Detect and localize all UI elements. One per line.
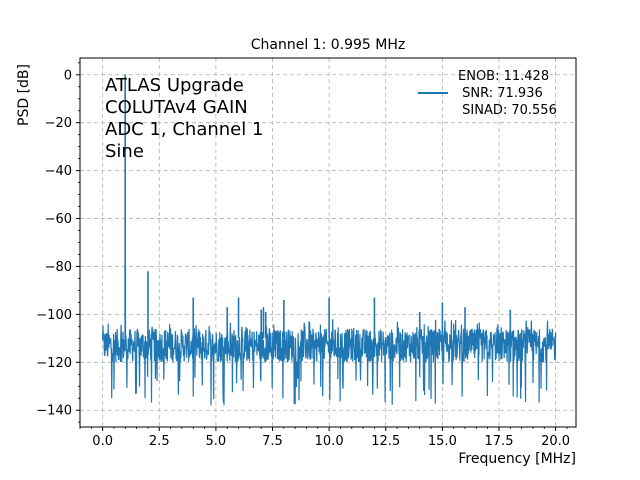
x-tick-label: 7.5 [262, 434, 283, 449]
x-tick-label: 5.0 [206, 434, 227, 449]
y-tick-label: 0 [64, 68, 72, 83]
x-tick-label: 17.5 [485, 434, 514, 449]
annotation-box: ATLAS Upgrade COLUTAv4 GAIN ADC 1, Chann… [105, 75, 263, 162]
y-tick-label: −20 [45, 116, 72, 131]
y-tick-label: −40 [45, 164, 72, 179]
legend-snr: SNR: 71.936 [458, 86, 543, 101]
grid-lines [80, 58, 576, 427]
y-tick-label: −100 [36, 308, 72, 323]
x-tick-label: 0.0 [92, 434, 113, 449]
x-tick-label: 20.0 [541, 434, 570, 449]
x-tick-label: 15.0 [428, 434, 457, 449]
y-tick-label: −140 [36, 404, 72, 419]
chart-title: Channel 1: 0.995 MHz [251, 37, 406, 53]
legend: ENOB: 11.428 SNR: 71.936 SINAD: 70.556 [418, 69, 557, 118]
legend-sinad: SINAD: 70.556 [458, 103, 557, 118]
y-tick-label: −60 [45, 212, 72, 227]
y-axis-ticks: 0 −20 −40 −60 −80 −100 −120 −140 [36, 62, 80, 423]
y-tick-label: −80 [45, 260, 72, 275]
y-tick-label: −120 [36, 356, 72, 371]
annotation-line-4: Sine [105, 141, 144, 162]
legend-enob: ENOB: 11.428 [458, 69, 549, 84]
annotation-line-2: COLUTAv4 GAIN [105, 97, 248, 118]
y-axis-label: PSD [dB] [16, 64, 32, 126]
annotation-line-1: ATLAS Upgrade [105, 75, 244, 96]
x-axis-ticks: 0.0 2.5 5.0 7.5 10.0 12.5 15.0 17.5 20.0 [79, 427, 570, 449]
spur-peaks [124, 74, 512, 339]
plot-background [80, 58, 576, 427]
annotation-line-3: ADC 1, Channel 1 [105, 119, 263, 140]
x-tick-label: 12.5 [371, 434, 400, 449]
x-tick-label: 10.0 [315, 434, 344, 449]
x-tick-label: 2.5 [149, 434, 170, 449]
x-axis-label: Frequency [MHz] [458, 451, 576, 467]
